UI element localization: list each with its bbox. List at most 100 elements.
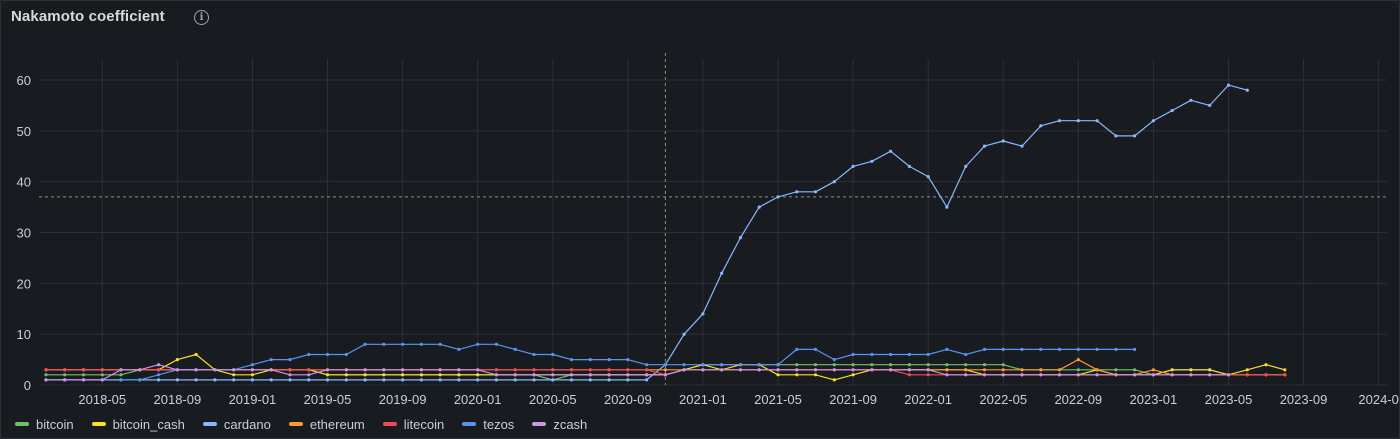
data-point (1039, 373, 1043, 377)
data-point (1245, 373, 1249, 377)
data-point (738, 368, 743, 372)
data-point (982, 347, 987, 351)
line-chart[interactable]: 0 10 20 30 40 50 60 2018-05 2018-09 2019-01 2019-… (1, 1, 1399, 411)
legend-item-litecoin[interactable]: litecoin (382, 417, 444, 432)
data-point (44, 378, 48, 382)
data-point (1020, 144, 1024, 148)
data-point (551, 373, 555, 377)
info-icon[interactable]: i (194, 10, 209, 25)
data-point (1095, 373, 1099, 377)
x-tick-label: 2023-09 (1280, 392, 1328, 407)
y-axis: 0 10 20 30 40 50 60 (17, 73, 31, 393)
data-point (832, 378, 836, 382)
data-point (982, 368, 987, 372)
data-point (232, 378, 236, 382)
data-point (682, 332, 686, 336)
data-point (1001, 139, 1005, 143)
legend-label: cardano (223, 416, 271, 432)
x-tick-label: 2023-05 (1205, 392, 1253, 407)
data-point (945, 368, 949, 372)
series-cardano[interactable] (44, 83, 1249, 382)
data-point (626, 378, 630, 382)
legend-item-cardano[interactable]: cardano (202, 416, 271, 432)
data-point (645, 368, 649, 372)
legend-item-bitcoin[interactable]: bitcoin (15, 417, 74, 432)
series-line (46, 364, 1229, 381)
data-point (776, 373, 780, 377)
data-point (438, 378, 442, 382)
data-point (175, 358, 179, 362)
data-point (438, 342, 442, 346)
data-point (1133, 347, 1137, 351)
data-point (1151, 368, 1155, 372)
data-point (1170, 368, 1174, 372)
data-point (607, 373, 611, 377)
data-point (194, 378, 198, 382)
legend-swatch-icon (532, 422, 547, 426)
data-point (457, 368, 461, 372)
legend-item-tezos[interactable]: tezos (462, 417, 514, 432)
y-tick-label: 20 (17, 276, 31, 291)
data-point (945, 205, 949, 209)
data-point (851, 164, 855, 168)
series-zcash[interactable] (44, 363, 1231, 382)
data-point (795, 368, 799, 372)
data-point (44, 373, 48, 377)
data-point (382, 368, 386, 372)
data-point (1283, 368, 1287, 372)
data-point (626, 358, 630, 362)
data-point (119, 373, 123, 377)
data-point (513, 347, 517, 351)
data-point (513, 378, 517, 382)
data-point (81, 378, 86, 382)
legend-item-bitcoin-cash[interactable]: bitcoin_cash (91, 417, 185, 432)
data-point (569, 358, 574, 362)
data-point (832, 180, 836, 184)
data-point (401, 378, 405, 382)
data-point (776, 363, 780, 367)
data-point (1095, 368, 1099, 372)
data-point (964, 352, 968, 357)
data-point (813, 347, 818, 351)
data-point (344, 378, 348, 382)
data-point (1264, 363, 1268, 367)
data-point (607, 368, 611, 372)
data-point (851, 352, 855, 357)
data-point (1020, 373, 1024, 377)
data-point (307, 378, 311, 382)
x-axis: 2018-05 2018-09 2019-01 2019-05 2019-09 2020-… (78, 392, 1398, 407)
data-point (100, 368, 104, 372)
data-point (438, 368, 442, 372)
data-point (870, 352, 874, 357)
data-point (1245, 88, 1249, 92)
legend-item-zcash[interactable]: zcash (532, 417, 587, 432)
data-point (288, 378, 292, 382)
data-point (1076, 347, 1080, 351)
data-point (813, 363, 818, 367)
data-point (532, 352, 536, 357)
data-point (1114, 347, 1118, 351)
data-point (889, 352, 893, 357)
legend-label: zcash (553, 416, 588, 432)
data-point (119, 368, 123, 372)
data-point (1039, 368, 1043, 372)
data-point (63, 368, 67, 372)
data-point (795, 373, 799, 377)
data-point (100, 378, 104, 382)
legend-swatch-icon (462, 422, 477, 426)
data-point (626, 373, 630, 377)
data-point (964, 363, 968, 367)
data-point (926, 368, 930, 372)
data-point (157, 378, 161, 382)
data-point (175, 378, 179, 382)
data-point (213, 368, 217, 372)
data-point (1020, 347, 1024, 351)
data-point (138, 368, 142, 372)
data-point (1226, 83, 1231, 87)
data-point (476, 378, 480, 382)
x-tick-label: 2019-09 (379, 392, 427, 407)
data-point (1001, 363, 1005, 367)
legend-item-ethereum[interactable]: ethereum (288, 417, 365, 432)
data-point (1057, 347, 1062, 351)
data-point (1170, 373, 1174, 377)
